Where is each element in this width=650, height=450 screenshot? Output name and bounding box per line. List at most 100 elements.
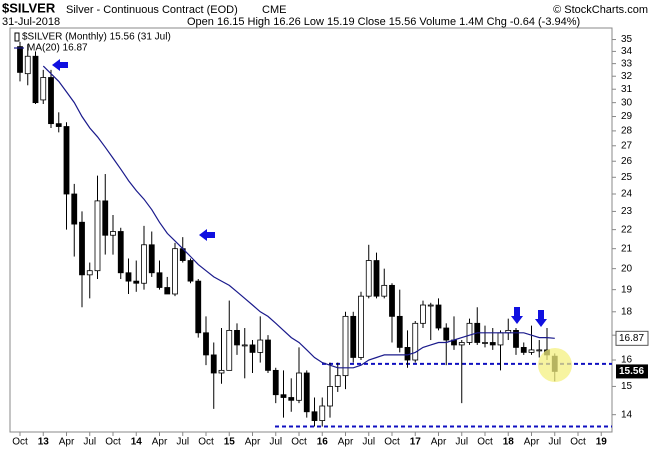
stats: Open 16.15 High 16.26 Low 15.19 Close 15…	[187, 16, 580, 28]
candle-body	[303, 372, 310, 413]
x-tick-label: Apr	[59, 437, 75, 448]
arrow	[199, 229, 215, 241]
close-value: 15.56	[619, 366, 644, 377]
candle-body	[389, 284, 395, 317]
ma-value: 16.87	[619, 333, 644, 344]
candle-body	[443, 327, 450, 341]
x-tick-label: 13	[38, 437, 50, 448]
y-tick-label: 14	[621, 409, 633, 420]
x-tick-label: Jul	[362, 437, 375, 448]
arrow	[52, 59, 68, 71]
candle-body	[40, 77, 47, 101]
candle-body	[187, 260, 194, 282]
x-tick-label: 14	[131, 437, 143, 448]
candle-body	[164, 287, 171, 295]
candle-body	[466, 322, 473, 343]
candle-body	[71, 193, 78, 225]
x-tick-label: Oct	[477, 437, 493, 448]
x-tick-label: Jul	[269, 437, 282, 448]
exchange: CME	[262, 4, 286, 16]
candle-body	[218, 369, 225, 374]
candle-body	[288, 397, 295, 401]
y-tick-label: 18	[621, 306, 633, 317]
candle-body	[156, 272, 163, 288]
y-tick-label: 24	[621, 189, 633, 200]
x-tick-label: Oct	[105, 437, 121, 448]
candle-body	[342, 315, 349, 377]
candle-body	[241, 344, 248, 347]
candle-body	[17, 46, 23, 73]
candle-body	[133, 280, 140, 284]
y-tick-label: 21	[621, 243, 633, 254]
y-tick-label: 29	[621, 111, 633, 122]
candle-body	[79, 221, 85, 276]
candle-body	[32, 55, 39, 104]
candle-body	[489, 342, 496, 346]
candle-body	[327, 386, 333, 407]
highlight	[538, 348, 572, 382]
candle-body	[296, 372, 302, 401]
candle-body	[24, 55, 31, 75]
candle-body	[195, 280, 202, 334]
y-tick-label: 22	[621, 224, 633, 235]
y-tick-label: 27	[621, 140, 633, 151]
y-tick-label: 26	[621, 156, 633, 167]
legend-ma: MA(20) 16.87	[27, 43, 88, 54]
y-tick-label: 35	[621, 34, 633, 45]
candle-body	[210, 354, 217, 374]
x-tick-label: Oct	[384, 437, 400, 448]
candle-body	[381, 284, 388, 297]
candle-body	[148, 244, 155, 274]
candle-body	[536, 349, 543, 352]
candle-body	[520, 347, 527, 353]
candle-body	[110, 231, 116, 236]
candle-body	[319, 405, 326, 421]
candle-body	[102, 200, 109, 236]
candle-body	[172, 248, 178, 295]
arrows	[52, 59, 547, 327]
candle-body	[427, 304, 434, 307]
candle-body	[528, 349, 535, 353]
legend-price: $SILVER (Monthly) 15.56 (31 Jul)	[22, 32, 171, 43]
y-tick-label: 23	[621, 206, 633, 217]
candle-body	[513, 329, 519, 348]
y-tick-label: 25	[621, 172, 633, 183]
candle-body	[420, 304, 426, 324]
x-tick-label: 19	[596, 437, 608, 448]
candle-body	[365, 260, 372, 297]
arrow	[535, 310, 547, 327]
y-tick-label: 20	[621, 263, 633, 274]
candle-body	[141, 244, 147, 284]
legend-icon	[14, 32, 20, 42]
candle-body	[234, 329, 240, 346]
candle-body	[280, 394, 287, 398]
candle-body	[257, 339, 264, 353]
candle-body	[125, 272, 132, 282]
x-tick-label: 17	[410, 437, 422, 448]
candle-body	[334, 375, 341, 387]
arrow	[511, 307, 523, 324]
x-tick-label: Oct	[198, 437, 214, 448]
y-tick-label: 16	[621, 355, 633, 366]
candle-body	[272, 369, 279, 396]
candle-body	[412, 322, 419, 361]
candle-body	[86, 270, 93, 276]
y-tick-label: 32	[621, 71, 633, 82]
candle-body	[458, 342, 465, 346]
x-tick-label: 18	[503, 437, 515, 448]
candle-body	[48, 77, 54, 125]
plot: 14 15 16 17 18 19 20 21 22 23 24 25 26 27 28 29 30 31 32 33…	[12, 34, 632, 447]
x-tick-label: Oct	[291, 437, 307, 448]
x-tick-label: Apr	[152, 437, 168, 448]
candle-body	[117, 231, 124, 274]
close-value-box	[616, 364, 648, 379]
x-tick-label: Apr	[524, 437, 540, 448]
candle-body	[265, 339, 271, 371]
y-tick-label: 28	[621, 126, 633, 137]
x-tick-label: Jul	[176, 437, 189, 448]
candle-body	[404, 347, 411, 361]
y-tick-label: 34	[621, 46, 633, 57]
date: 31-Jul-2018	[2, 16, 60, 28]
ma-value-box	[615, 330, 649, 346]
